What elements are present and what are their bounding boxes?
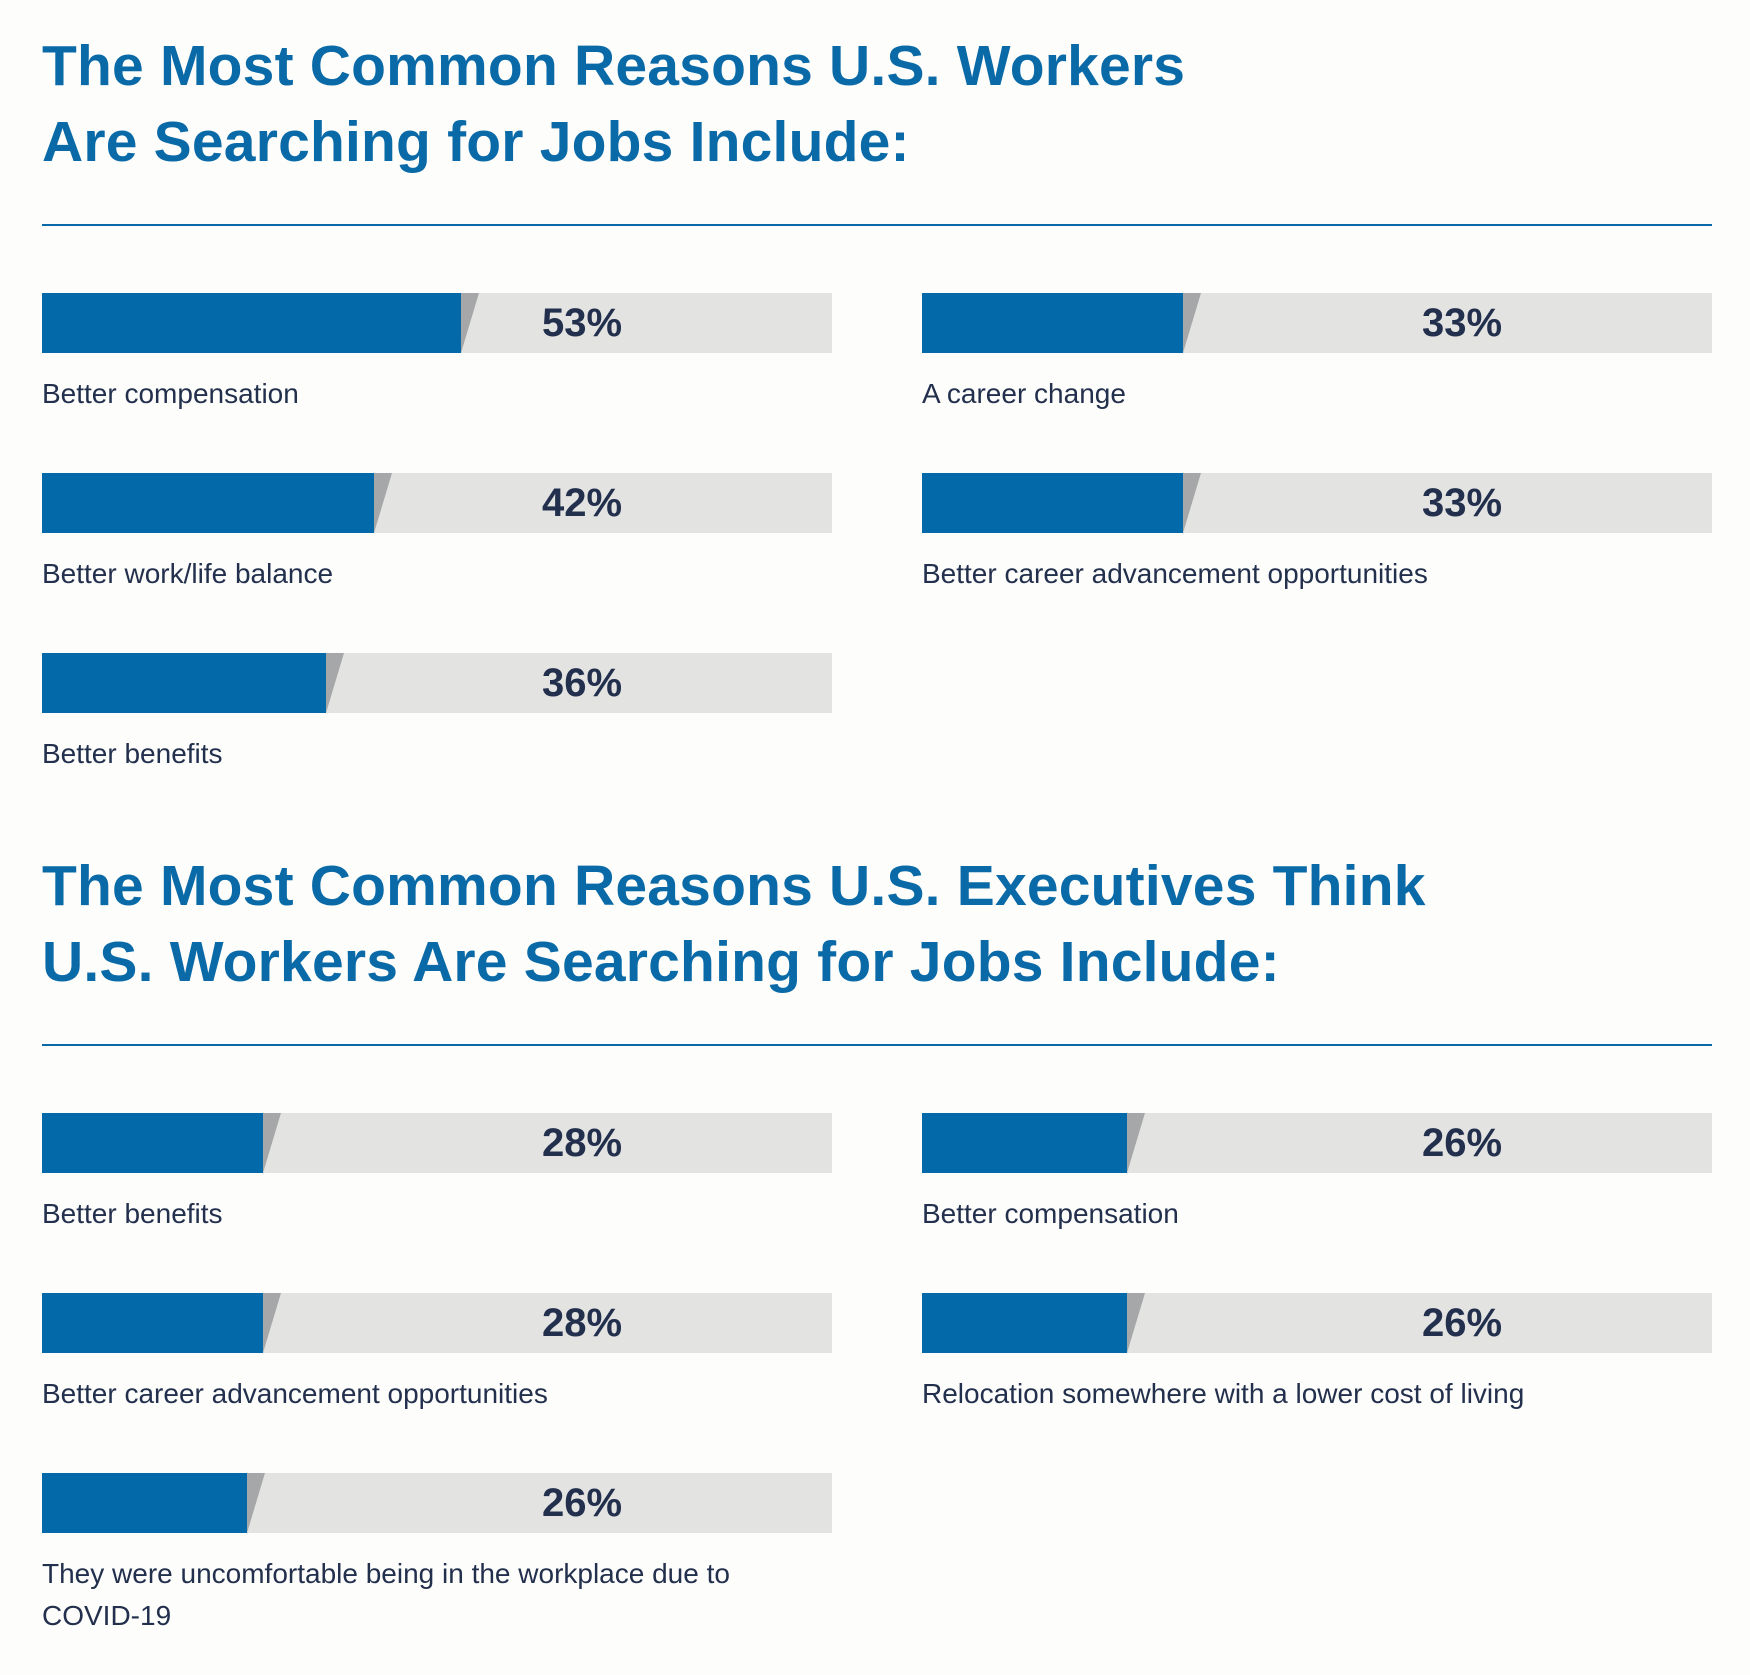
bar-value-label: 26% xyxy=(1421,1120,1503,1165)
bar-track: 53% xyxy=(42,293,832,353)
bar-item: 28% Better benefits xyxy=(42,1113,832,1235)
bar-value-label: 26% xyxy=(1421,1300,1503,1345)
bar-category-label: Relocation somewhere with a lower cost o… xyxy=(922,1378,1525,1409)
bar-category-label: They were uncomfortable being in the wor… xyxy=(42,1558,730,1631)
bar-category-label: Better compensation xyxy=(922,1198,1179,1229)
bar-track: 33% xyxy=(922,293,1712,353)
bar-category-label: Better work/life balance xyxy=(42,558,334,589)
bar-item: 28% Better career advancement opportuniti… xyxy=(42,1293,832,1415)
bar-category-label: A career change xyxy=(922,378,1126,409)
bar-shadow xyxy=(263,1293,281,1353)
bar-category-label: Better career advancement opportunities xyxy=(42,1378,548,1409)
bar-item: 26% They were uncomfortable being in the … xyxy=(42,1473,832,1637)
bar-track: 26% xyxy=(922,1293,1712,1353)
bar-track: 28% xyxy=(42,1293,832,1353)
bar-category-label: Better benefits xyxy=(42,1198,223,1229)
bar-value-label: 36% xyxy=(541,660,623,705)
bar-value-label: 33% xyxy=(1421,300,1503,345)
bar-fill xyxy=(922,293,1183,353)
section-title-line: The Most Common Reasons U.S. Workers xyxy=(42,34,1186,98)
bar-category-label: Better career advancement opportunities xyxy=(922,558,1428,589)
workers-section: The Most Common Reasons U.S. Workers Are… xyxy=(42,28,1712,769)
bar-item: 36% Better benefits xyxy=(42,653,832,775)
bar-item: 53% Better compensation xyxy=(42,293,832,415)
bar-fill xyxy=(42,1113,263,1173)
bar-track: 33% xyxy=(922,473,1712,533)
bar-shadow xyxy=(374,473,392,533)
bar-chart: 28% Better benefits 26% Better compensation… xyxy=(42,1113,1712,1653)
bar-shadow xyxy=(1127,1113,1145,1173)
bar-fill xyxy=(42,473,374,533)
section-title-line: Are Searching for Jobs Include: xyxy=(42,110,910,174)
bar-shadow xyxy=(1127,1293,1145,1353)
bar-fill xyxy=(42,653,326,713)
bar-track: 36% xyxy=(42,653,832,713)
divider xyxy=(42,1044,1712,1046)
bar-shadow xyxy=(326,653,344,713)
bar-value-label: 26% xyxy=(541,1480,623,1525)
bar-value-label: 33% xyxy=(1421,480,1503,525)
section-title: The Most Common Reasons U.S. Workers Are… xyxy=(42,28,1712,180)
bar-track: 28% xyxy=(42,1113,832,1173)
bar-shadow xyxy=(1183,473,1201,533)
bar-item: 33% Better career advancement opportuniti… xyxy=(922,473,1712,595)
bar-shadow xyxy=(263,1113,281,1173)
bar-fill xyxy=(922,1293,1127,1353)
section-title-line: The Most Common Reasons U.S. Executives … xyxy=(42,854,1426,918)
bar-fill xyxy=(42,1473,247,1533)
section-title: The Most Common Reasons U.S. Executives … xyxy=(42,848,1712,1000)
bar-category-label: Better benefits xyxy=(42,738,223,769)
bar-item: 33% A career change xyxy=(922,293,1712,415)
bar-value-label: 28% xyxy=(541,1120,623,1165)
bar-category-label: Better compensation xyxy=(42,378,299,409)
bar-fill xyxy=(922,473,1183,533)
bar-chart: 53% Better compensation 33% A career change… xyxy=(42,293,1712,833)
divider xyxy=(42,224,1712,226)
bar-shadow xyxy=(247,1473,265,1533)
bar-shadow xyxy=(461,293,479,353)
bar-fill xyxy=(42,293,461,353)
bar-shadow xyxy=(1183,293,1201,353)
bar-track: 42% xyxy=(42,473,832,533)
bar-item: 42% Better work/life balance xyxy=(42,473,832,595)
executives-section: The Most Common Reasons U.S. Executives … xyxy=(42,848,1712,1631)
bar-item: 26% Relocation somewhere with a lower cos… xyxy=(922,1293,1712,1415)
bar-item: 26% Better compensation xyxy=(922,1113,1712,1235)
bar-value-label: 53% xyxy=(541,300,623,345)
bar-track: 26% xyxy=(922,1113,1712,1173)
section-title-line: U.S. Workers Are Searching for Jobs Incl… xyxy=(42,930,1280,994)
bar-value-label: 42% xyxy=(541,480,623,525)
bar-track: 26% xyxy=(42,1473,832,1533)
bar-value-label: 28% xyxy=(541,1300,623,1345)
bar-fill xyxy=(42,1293,263,1353)
bar-fill xyxy=(922,1113,1127,1173)
